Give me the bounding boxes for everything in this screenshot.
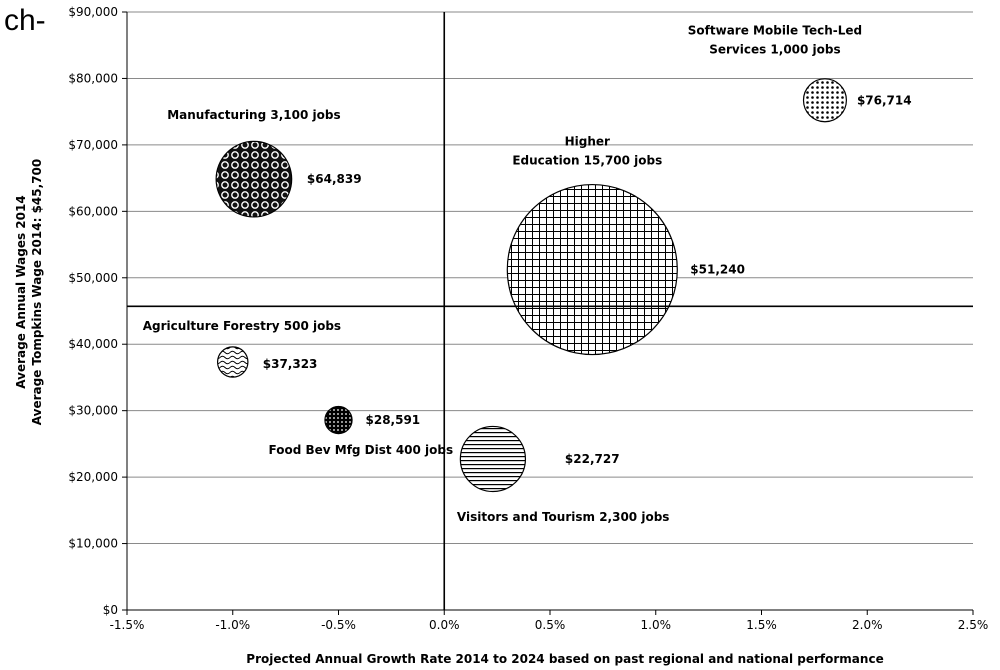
bubble [459,425,527,493]
bubble-name-label: Food Bev Mfg Dist 400 jobs [269,443,454,457]
bubble-value-label: $28,591 [366,413,421,427]
bubble-name-label: Higher [565,135,610,149]
y-tick-label: $30,000 [68,404,118,418]
x-tick-label: -1.0% [215,618,250,632]
y-tick-label: $20,000 [68,470,118,484]
y-tick-label: $0 [103,603,118,617]
bubble [506,183,678,356]
y-tick-label: $50,000 [68,271,118,285]
bubble [215,140,293,218]
x-tick-label: -0.5% [321,618,356,632]
y-tick-label: $70,000 [68,138,118,152]
y-axis-title-line2: Average Tompkins Wage 2014: $45,700 [30,159,44,425]
x-tick-label: 1.0% [641,618,672,632]
x-tick-label: 1.5% [746,618,777,632]
bubble-value-label: $22,727 [565,452,620,466]
bubble-value-label: $37,323 [263,357,318,371]
y-tick-label: $10,000 [68,537,118,551]
x-tick-label: 2.5% [958,618,989,632]
x-tick-label: 0.0% [429,618,460,632]
x-axis-title: Projected Annual Growth Rate 2014 to 202… [246,652,883,666]
bubble-name-label: Visitors and Tourism 2,300 jobs [457,510,670,524]
bubble-name-label: Services 1,000 jobs [709,42,840,56]
x-tick-label: 2.0% [852,618,883,632]
y-tick-label: $40,000 [68,337,118,351]
y-axis-title: Average Annual Wages 2014 [14,195,28,388]
bubble [802,78,848,123]
bubble-value-label: $64,839 [307,172,362,186]
x-tick-label: 0.5% [535,618,566,632]
bubble-name-label: Education 15,700 jobs [512,154,662,168]
bubble-value-label: $76,714 [857,93,912,107]
bubble-name-label: Agriculture Forestry 500 jobs [143,319,341,333]
y-tick-label: $80,000 [68,71,118,85]
x-tick-label: -1.5% [110,618,145,632]
bubble-name-label: Manufacturing 3,100 jobs [167,108,340,122]
y-tick-label: $90,000 [68,5,118,19]
bubble-value-label: $51,240 [690,263,745,277]
bubble-name-label: Software Mobile Tech-Led [688,23,862,37]
page-fragment-text: ch- [4,4,46,37]
bubble [216,346,249,378]
bubble [324,405,353,435]
y-tick-label: $60,000 [68,204,118,218]
